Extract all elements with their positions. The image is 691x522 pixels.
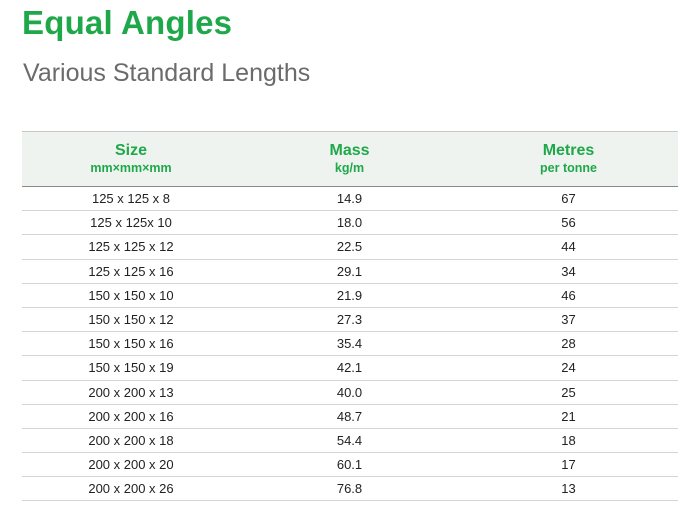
metres-cell: 46 [561, 287, 576, 303]
table-row: 125 x 125x 10 18.0 56 [22, 211, 678, 236]
size-cell: 150 x 150 x 19 [88, 360, 174, 376]
column-header-label: Mass [329, 141, 370, 159]
size-cell: 125 x 125 x 16 [88, 263, 174, 279]
size-cell: 200 x 200 x 20 [88, 457, 174, 473]
table-row: 200 x 200 x 18 54.4 18 [22, 429, 678, 454]
metres-cell: 24 [561, 360, 576, 376]
table-body: 125 x 125 x 8 14.9 67 125 x 125x 10 18.0 56 12… [22, 187, 678, 502]
mass-cell: 27.3 [336, 312, 363, 328]
mass-cell: 42.1 [336, 360, 363, 376]
metres-cell: 56 [561, 215, 576, 231]
table-header-row: Size mm×mm×mm Mass kg/m Metres per tonne [22, 131, 678, 187]
table-row: 200 x 200 x 13 40.0 25 [22, 381, 678, 405]
equal-angles-table: Size mm×mm×mm Mass kg/m Metres per tonne… [22, 131, 678, 502]
page-title: Equal Angles [22, 4, 233, 41]
table-row: 150 x 150 x 19 42.1 24 [22, 356, 678, 381]
table-row: 125 x 125 x 8 14.9 67 [22, 187, 678, 212]
metres-cell: 34 [561, 263, 576, 279]
mass-cell: 29.1 [336, 263, 363, 279]
column-header-unit: kg/m [334, 160, 365, 175]
size-cell: 150 x 150 x 16 [88, 336, 174, 352]
size-cell: 200 x 200 x 18 [88, 432, 174, 448]
size-cell: 125 x 125x 10 [90, 215, 172, 231]
mass-cell: 14.9 [336, 191, 363, 207]
size-cell: 150 x 150 x 10 [88, 287, 174, 303]
metres-cell: 37 [561, 312, 576, 328]
column-header-metres: Metres per tonne [459, 142, 678, 177]
metres-cell: 44 [561, 239, 576, 255]
mass-cell: 76.8 [336, 481, 363, 497]
column-header-label: Metres [542, 141, 595, 159]
metres-cell: 25 [561, 384, 576, 400]
mass-cell: 48.7 [336, 408, 363, 424]
size-cell: 200 x 200 x 16 [88, 408, 174, 424]
size-cell: 200 x 200 x 13 [88, 384, 174, 400]
mass-cell: 40.0 [336, 384, 363, 400]
table-row: 150 x 150 x 12 27.3 37 [22, 308, 678, 333]
column-header-label: Size [114, 141, 147, 159]
mass-cell: 22.5 [336, 239, 363, 255]
metres-cell: 28 [561, 336, 576, 352]
mass-cell: 18.0 [336, 215, 363, 231]
size-cell: 125 x 125 x 8 [91, 191, 171, 207]
metres-cell: 17 [561, 457, 576, 473]
table-row: 200 x 200 x 20 60.1 17 [22, 453, 678, 478]
size-cell: 200 x 200 x 26 [88, 481, 174, 497]
size-cell: 125 x 125 x 12 [88, 239, 174, 255]
metres-cell: 67 [561, 191, 576, 207]
column-header-size: Size mm×mm×mm [22, 142, 240, 177]
mass-cell: 21.9 [336, 287, 363, 303]
metres-cell: 21 [561, 408, 576, 424]
table-row: 200 x 200 x 16 48.7 21 [22, 405, 678, 429]
column-header-unit: mm×mm×mm [90, 160, 172, 175]
mass-cell: 54.4 [336, 432, 363, 448]
metres-cell: 13 [561, 481, 576, 497]
table-row: 125 x 125 x 12 22.5 44 [22, 235, 678, 260]
mass-cell: 35.4 [336, 336, 363, 352]
table-row: 150 x 150 x 16 35.4 28 [22, 332, 678, 357]
column-header-unit: per tonne [540, 160, 597, 175]
mass-cell: 60.1 [336, 457, 363, 473]
page-subtitle: Various Standard Lengths [23, 59, 311, 87]
metres-cell: 18 [561, 432, 576, 448]
table-row: 200 x 200 x 26 76.8 13 [22, 477, 678, 502]
table-row: 125 x 125 x 16 29.1 34 [22, 260, 678, 284]
table-row: 150 x 150 x 10 21.9 46 [22, 284, 678, 308]
size-cell: 150 x 150 x 12 [88, 312, 174, 328]
column-header-mass: Mass kg/m [240, 142, 459, 177]
